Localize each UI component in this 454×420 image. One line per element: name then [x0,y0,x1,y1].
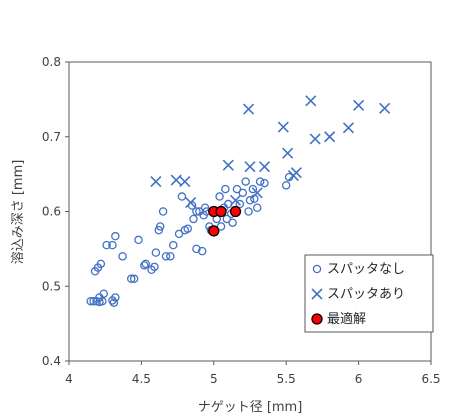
point-no-spatter [166,252,175,261]
y-tick-label: 0.6 [42,205,61,219]
point-spatter [309,133,321,145]
point-spatter [282,147,294,159]
series-no-spatter [86,172,294,307]
point-spatter [258,161,271,173]
point-no-spatter [169,240,178,250]
x-tick-label: 4 [65,372,73,386]
point-no-spatter [118,252,127,261]
point-spatter [342,122,355,134]
point-no-spatter [150,262,159,272]
legend-marker-no-spatter [312,264,322,274]
point-optimal [229,205,242,218]
y-tick-label: 0.4 [42,354,61,368]
point-no-spatter [232,184,242,194]
point-spatter [251,187,263,199]
point-no-spatter [255,177,265,186]
point-no-spatter [177,192,187,201]
legend: スパッタなし スパッタあり 最適解 [304,254,434,333]
point-no-spatter [244,207,253,216]
point-no-spatter [129,274,139,284]
point-no-spatter [86,296,95,306]
point-no-spatter [245,196,255,205]
x-axis-label: ナゲット径 [mm] [198,400,303,415]
point-no-spatter [141,259,150,269]
y-tick-label: 0.8 [42,55,61,69]
point-spatter [150,176,162,188]
point-no-spatter [228,218,237,227]
point-no-spatter [151,248,161,257]
point-spatter [229,194,242,206]
point-no-spatter [108,240,117,250]
x-tick-label: 6.5 [421,372,440,386]
point-spatter [179,176,191,188]
point-no-spatter [235,199,245,209]
point-no-spatter [260,178,269,188]
legend-marker-optimal [311,313,323,325]
point-no-spatter [174,229,184,239]
point-spatter [222,159,234,171]
point-no-spatter [134,235,143,245]
point-no-spatter [248,184,258,194]
legend-box [304,254,434,333]
y-tick-label: 0.7 [42,130,61,144]
point-spatter [244,161,256,173]
point-no-spatter [192,207,201,216]
point-no-spatter [96,259,106,269]
legend-point-optimal [311,313,323,325]
x-tick-label: 5.5 [277,372,296,386]
point-spatter [353,99,365,111]
point-no-spatter [140,261,149,270]
point-optimal [215,205,227,218]
y-axis-label: 溶込み深さ [mm] [11,160,26,265]
point-no-spatter [111,231,120,241]
point-spatter [170,174,182,186]
legend-point-no-spatter [312,264,322,274]
data-points [86,95,391,307]
point-no-spatter [197,246,207,256]
point-no-spatter [189,214,198,224]
legend-label-no-spatter: スパッタなし [327,262,405,277]
point-no-spatter [158,207,168,216]
point-spatter [277,121,289,133]
point-no-spatter [89,296,98,306]
point-no-spatter [221,184,230,194]
point-spatter [379,102,391,114]
point-no-spatter [216,222,226,231]
point-no-spatter [102,240,111,250]
legend-label-optimal: 最適解 [327,311,366,327]
point-no-spatter [183,224,192,233]
point-no-spatter [215,192,224,201]
point-spatter [242,103,255,115]
point-no-spatter [111,293,120,302]
y-tick-label: 0.5 [42,279,61,293]
point-no-spatter [99,289,109,298]
x-tick-label: 6 [355,372,363,386]
point-no-spatter [127,274,136,284]
legend-label-spatter: スパッタあり [327,287,405,302]
series-spatter [150,95,391,209]
point-no-spatter [109,298,119,307]
point-no-spatter [200,203,210,213]
point-no-spatter [161,252,171,261]
point-no-spatter [222,214,232,224]
point-no-spatter [241,177,250,186]
point-spatter [324,131,336,143]
point-no-spatter [281,181,291,190]
legend-point-spatter [311,288,323,300]
point-no-spatter [252,203,262,213]
point-optimal [208,225,220,237]
series-optimal [208,205,242,237]
point-spatter [305,95,317,107]
tick-labels: 4 4.5 5 5.5 6 6.5 0.4 0.5 0.6 0.7 0.8 [42,55,441,386]
point-no-spatter [238,188,248,198]
x-tick-label: 4.5 [132,372,151,386]
point-spatter [290,167,302,179]
legend-marker-spatter [311,288,323,300]
point-no-spatter [154,225,164,235]
point-no-spatter [155,222,165,231]
point-spatter [185,196,197,209]
x-tick-label: 5 [210,372,218,386]
